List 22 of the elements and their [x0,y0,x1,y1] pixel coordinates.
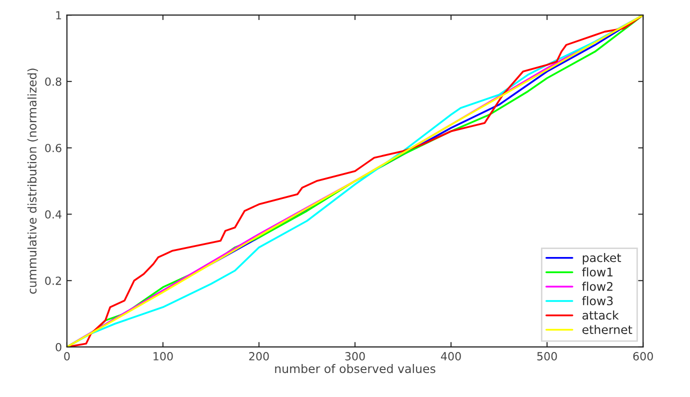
legend-label: packet [582,253,622,264]
x-tick-label: 100 [154,352,173,360]
legend-label: flow2 [582,282,612,291]
y-tick-label: 0.6 [45,144,62,152]
y-tick-label: 0.2 [45,276,61,285]
legend-label: ethernet [582,324,632,334]
x-tick-label: 600 [633,352,653,360]
x-tick-label: 300 [345,352,365,360]
legend-label: attack [582,310,619,320]
y-tick-label: 1 [56,11,62,20]
legend-label: flow3 [582,296,613,306]
x-tick-label: 200 [249,352,269,360]
y-tick-label: 0.4 [45,210,62,219]
x-tick-label: 500 [537,352,557,360]
x-tick-label: 0 [64,352,70,360]
legend-label: flow1 [582,267,613,277]
y-axis-title: cummulative distribution (normalized) [27,68,38,294]
x-axis-title: number of observed values [275,364,436,374]
y-tick-label: 0 [56,342,62,352]
x-tick-label: 400 [440,352,461,360]
line-series [66,15,644,347]
y-tick-label: 0.8 [45,77,62,86]
